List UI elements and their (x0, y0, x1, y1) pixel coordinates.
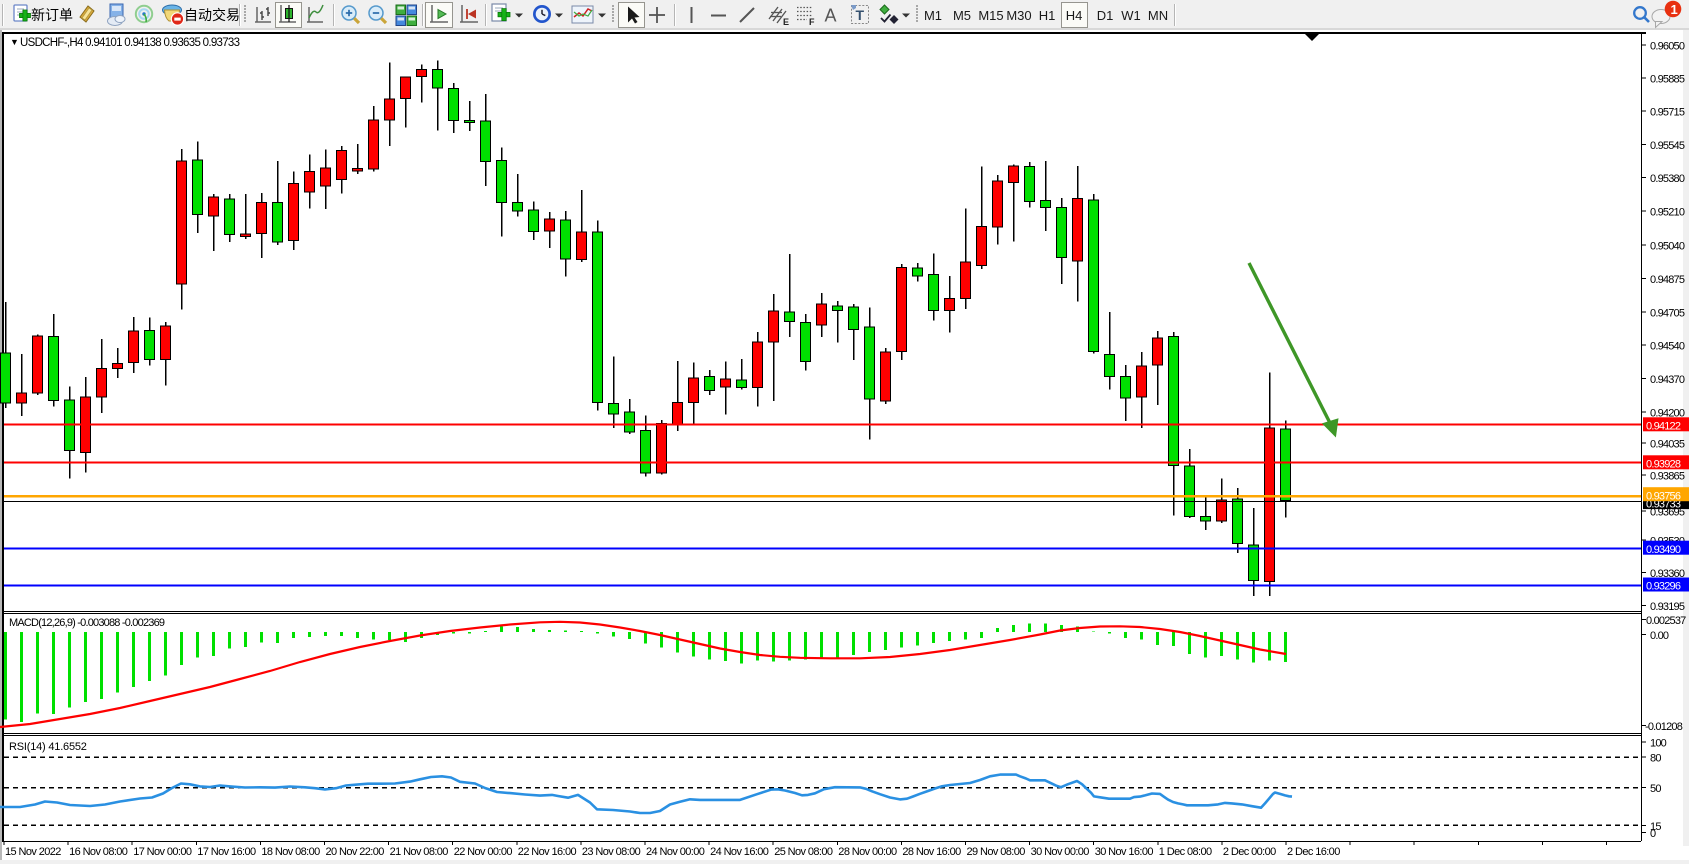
svg-text:E: E (783, 17, 789, 27)
svg-text:0.94875: 0.94875 (1650, 274, 1685, 286)
svg-text:50: 50 (1650, 783, 1661, 795)
svg-text:0.95545: 0.95545 (1650, 140, 1685, 152)
svg-text:22 Nov 00:00: 22 Nov 00:00 (454, 846, 513, 858)
svg-text:T: T (856, 7, 865, 23)
svg-text:0.94035: 0.94035 (1650, 439, 1685, 451)
svg-text:0.94705: 0.94705 (1650, 308, 1685, 320)
svg-text:17 Nov 16:00: 17 Nov 16:00 (197, 846, 256, 858)
svg-text:2 Dec 16:00: 2 Dec 16:00 (1287, 846, 1340, 858)
svg-text:0.94200: 0.94200 (1650, 407, 1685, 419)
svg-text:0.96050: 0.96050 (1650, 40, 1685, 52)
svg-text:F: F (809, 17, 815, 27)
svg-text:80: 80 (1650, 753, 1661, 765)
svg-text:0.93928: 0.93928 (1646, 459, 1681, 471)
svg-text:0.93360: 0.93360 (1650, 568, 1685, 580)
svg-text:0.93296: 0.93296 (1646, 581, 1681, 593)
svg-text:22 Nov 16:00: 22 Nov 16:00 (518, 846, 577, 858)
svg-text:20 Nov 22:00: 20 Nov 22:00 (326, 846, 385, 858)
svg-text:A: A (825, 6, 837, 26)
svg-text:30 Nov 00:00: 30 Nov 00:00 (1031, 846, 1090, 858)
svg-text:15 Nov 2022: 15 Nov 2022 (5, 846, 61, 858)
svg-text:0.95885: 0.95885 (1650, 74, 1685, 86)
svg-text:RSI(14) 41.6552: RSI(14) 41.6552 (9, 741, 87, 753)
svg-text:-0.01208: -0.01208 (1645, 721, 1683, 733)
svg-text:24 Nov 00:00: 24 Nov 00:00 (646, 846, 705, 858)
svg-text:0.93865: 0.93865 (1650, 471, 1685, 483)
svg-text:2 Dec 00:00: 2 Dec 00:00 (1223, 846, 1276, 858)
svg-text:21 Nov 08:00: 21 Nov 08:00 (390, 846, 449, 858)
svg-text:▼: ▼ (10, 37, 19, 47)
svg-text:MACD(12,26,9) -0.003088 -0.002: MACD(12,26,9) -0.003088 -0.002369 (9, 617, 165, 629)
svg-text:28 Nov 00:00: 28 Nov 00:00 (838, 846, 897, 858)
svg-text:0: 0 (1650, 828, 1656, 840)
svg-text:0.95040: 0.95040 (1650, 241, 1685, 253)
svg-text:18 Nov 08:00: 18 Nov 08:00 (261, 846, 320, 858)
svg-text:100: 100 (1650, 738, 1667, 750)
svg-text:0.94540: 0.94540 (1650, 341, 1685, 353)
svg-text:28 Nov 16:00: 28 Nov 16:00 (902, 846, 961, 858)
svg-text:0.93733: 0.93733 (1646, 498, 1681, 510)
svg-text:0.002537: 0.002537 (1646, 615, 1686, 627)
svg-text:0.93195: 0.93195 (1650, 601, 1685, 613)
svg-text:0.95210: 0.95210 (1650, 207, 1685, 219)
svg-text:1: 1 (1671, 2, 1678, 17)
svg-text:17 Nov 00:00: 17 Nov 00:00 (133, 846, 192, 858)
svg-text:0.94122: 0.94122 (1646, 421, 1681, 433)
svg-text:16 Nov 08:00: 16 Nov 08:00 (69, 846, 128, 858)
svg-text:USDCHF-,H4 0.94101 0.94138 0.: USDCHF-,H4 0.94101 0.94138 0.93635 0.937… (20, 37, 240, 49)
svg-text:0.00: 0.00 (1650, 630, 1669, 642)
svg-text:29 Nov 08:00: 29 Nov 08:00 (967, 846, 1026, 858)
svg-text:23 Nov 08:00: 23 Nov 08:00 (582, 846, 641, 858)
svg-text:24 Nov 16:00: 24 Nov 16:00 (710, 846, 769, 858)
svg-text:0.94370: 0.94370 (1650, 374, 1685, 386)
svg-text:0.93490: 0.93490 (1646, 544, 1681, 556)
svg-text:0.93695: 0.93695 (1650, 507, 1685, 519)
svg-text:0.95715: 0.95715 (1650, 107, 1685, 119)
svg-text:15: 15 (1650, 821, 1661, 833)
svg-text:25 Nov 08:00: 25 Nov 08:00 (774, 846, 833, 858)
svg-text:0.95380: 0.95380 (1650, 173, 1685, 185)
svg-text:1 Dec 08:00: 1 Dec 08:00 (1159, 846, 1212, 858)
svg-text:0.93756: 0.93756 (1646, 490, 1681, 502)
svg-text:30 Nov 16:00: 30 Nov 16:00 (1095, 846, 1154, 858)
